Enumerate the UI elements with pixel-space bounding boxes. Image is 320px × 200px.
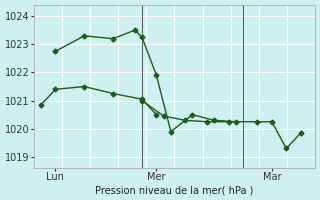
- X-axis label: Pression niveau de la mer( hPa ): Pression niveau de la mer( hPa ): [95, 185, 254, 195]
